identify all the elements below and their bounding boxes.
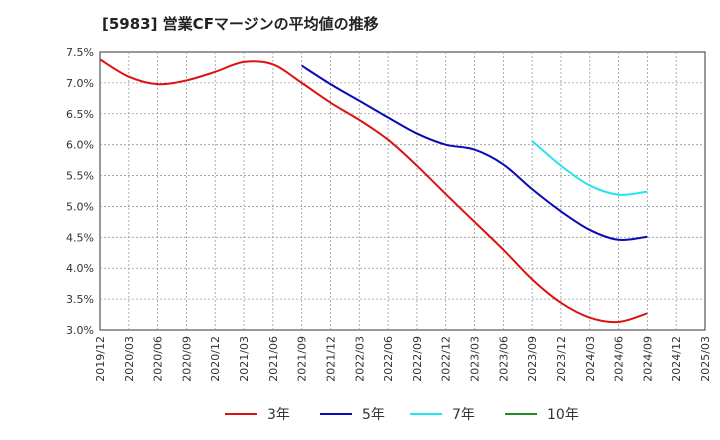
x-tick-label: 2024/09 [641, 336, 654, 382]
y-tick-label: 3.0% [66, 324, 94, 337]
x-tick-label: 2020/06 [152, 336, 165, 382]
x-tick-label: 2024/12 [670, 336, 683, 382]
x-tick-label: 2021/09 [296, 336, 309, 382]
x-tick-label: 2022/03 [353, 336, 366, 382]
y-tick-label: 5.5% [66, 170, 94, 183]
y-tick-label: 4.5% [66, 231, 94, 244]
x-tick-label: 2022/12 [440, 336, 453, 382]
x-tick-label: 2021/03 [238, 336, 251, 382]
legend-label-2: 7年 [452, 407, 475, 423]
x-tick-label: 2019/12 [94, 336, 107, 382]
x-tick-label: 2020/03 [123, 336, 136, 382]
y-tick-label: 5.0% [66, 200, 94, 213]
x-tick-label: 2020/09 [180, 336, 193, 382]
x-tick-label: 2021/12 [324, 336, 337, 382]
x-tick-label: 2023/06 [497, 336, 510, 382]
y-tick-label: 7.5% [66, 46, 94, 59]
series-line-2 [531, 140, 648, 196]
y-tick-label: 3.5% [66, 293, 94, 306]
series-line-0 [99, 58, 648, 324]
legend-label-1: 5年 [362, 407, 385, 423]
x-tick-label: 2024/03 [584, 336, 597, 382]
x-tick-label: 2024/06 [613, 336, 626, 382]
chart-title: [5983] 営業CFマージンの平均値の推移 [102, 15, 379, 33]
legend-label-3: 10年 [547, 407, 579, 423]
x-tick-label: 2023/12 [555, 336, 568, 382]
x-tick-label: 2020/12 [209, 336, 222, 382]
x-tick-label: 2022/09 [411, 336, 424, 382]
y-tick-label: 6.0% [66, 139, 94, 152]
grid-lines [100, 52, 705, 330]
series-lines [99, 58, 648, 324]
y-tick-label: 6.5% [66, 108, 94, 121]
y-tick-label: 4.0% [66, 262, 94, 275]
x-tick-label: 2022/06 [382, 336, 395, 382]
x-tick-label: 2023/03 [469, 336, 482, 382]
y-tick-label: 7.0% [66, 77, 94, 90]
legend-label-0: 3年 [267, 407, 290, 423]
y-axis-ticks: 3.0% 3.5% 4.0% 4.5% 5.0% 5.5% 6.0% 6.5% 7.0% 7.5% [66, 46, 94, 337]
x-axis-ticks: 2019/12 2020/03 2020/06 2020/09 2020/12 2021/… [94, 336, 712, 382]
x-tick-label: 2023/09 [526, 336, 539, 382]
x-tick-label: 2021/06 [267, 336, 280, 382]
plot-area [99, 51, 706, 331]
legend: 3年 5年 7年 10年 [225, 407, 579, 423]
series-line-1 [301, 64, 648, 242]
x-tick-label: 2025/03 [699, 336, 712, 382]
